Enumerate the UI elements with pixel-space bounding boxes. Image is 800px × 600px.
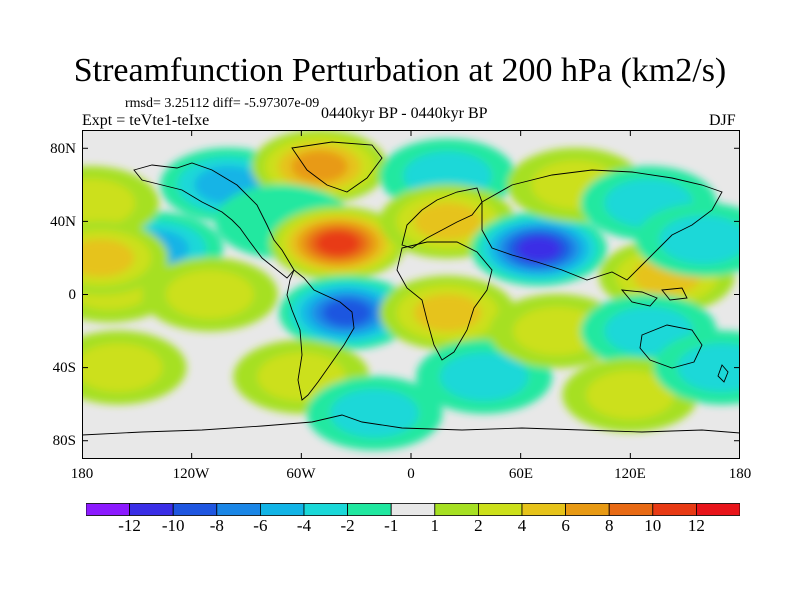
experiment-label: Expt = teVte1-teIxe (82, 112, 210, 129)
colorbar-swatch (434, 503, 479, 516)
field-contour-6-1 (165, 270, 254, 319)
field-contour-15-2 (413, 294, 482, 332)
stats-line: rmsd= 3.25112 diff= -5.97307e-09 (125, 96, 320, 111)
field-contour-17-5 (517, 236, 561, 262)
field-contour-22-1 (604, 306, 693, 356)
colorbar-swatch (521, 503, 566, 516)
field-contour-10-4 (322, 299, 372, 327)
colorbar-swatch (608, 503, 654, 516)
y-tick-label: 40N (50, 214, 76, 230)
field-contour-2-1 (82, 343, 163, 392)
coastline-maritime-continent (620, 287, 688, 307)
colorbar-label: 6 (561, 516, 570, 535)
colorbar-swatch (696, 503, 740, 516)
field-contour-16-1 (440, 352, 529, 401)
colorbar-swatch (347, 503, 392, 516)
x-tick-label: 180 (728, 466, 752, 482)
field-contour-12-1 (330, 389, 419, 438)
field-contour-4-2 (82, 239, 134, 277)
coastline-north-america (133, 162, 295, 279)
map-panel (82, 130, 740, 459)
field-contour-9-5 (316, 230, 360, 256)
coastline-africa (396, 241, 493, 361)
colorbar-swatch (390, 503, 436, 516)
colorbar-label: -1 (384, 516, 399, 535)
y-tick-label: 80S (52, 433, 76, 449)
streamfunction-map (82, 130, 740, 459)
colorbar-swatch (216, 503, 261, 516)
colorbar-swatch (259, 503, 305, 516)
colorbar-label: -4 (296, 516, 312, 535)
y-tick-label: 0 (68, 287, 77, 303)
field-contour-19-1 (513, 306, 602, 356)
colorbar-label: -6 (253, 516, 268, 535)
season-label: DJF (709, 112, 736, 129)
plot-title: Streamfunction Perturbation at 200 hPa (… (73, 52, 727, 89)
field-contour-24-1 (659, 215, 740, 264)
field-contour-23-1 (586, 370, 675, 420)
x-tick-label: 180 (70, 466, 94, 482)
colorbar-label: -8 (209, 516, 224, 535)
field-contour-3-1 (82, 178, 136, 228)
colorbar-swatch (652, 503, 697, 516)
colorbar-swatch (129, 503, 174, 516)
coastline-south-america (286, 269, 355, 401)
x-tick-label: 120E (614, 466, 646, 482)
colorbar-label: 4 (517, 516, 527, 535)
axis-ticks (82, 130, 740, 459)
field-contour-7-3 (291, 150, 348, 183)
coastline-australia (639, 324, 703, 369)
colorbar-label: -12 (118, 516, 141, 535)
colorbar-label: 1 (430, 516, 440, 535)
colorbar-label: 2 (474, 516, 483, 535)
colorbar-label: -10 (161, 516, 185, 535)
colorbar-swatch (86, 503, 130, 516)
y-tick-label: 40S (52, 360, 76, 376)
field-contour-14-2 (413, 202, 482, 241)
x-tick-label: 120W (172, 466, 210, 482)
colorbar-swatch (303, 503, 348, 516)
coastline-asia (481, 169, 723, 281)
colorbar-label: 8 (604, 516, 614, 535)
colorbar (86, 503, 740, 516)
coastline-outline (82, 141, 740, 436)
colorbar-label: -2 (340, 516, 355, 535)
colorbar-label: 12 (687, 516, 705, 535)
coastline-new-zealand (717, 364, 729, 383)
colorbar-swatch (172, 503, 218, 516)
field-contour-11-1 (257, 352, 346, 401)
x-tick-label: 60W (286, 466, 316, 482)
coastline-antarctica (82, 414, 740, 436)
x-tick-label: 0 (407, 466, 415, 482)
x-tick-label: 60E (508, 466, 534, 482)
colorbar-swatch (477, 503, 523, 516)
y-tick-label: 80N (50, 141, 76, 157)
colorbar-swatch (565, 503, 610, 516)
colorbar-label: 10 (644, 516, 662, 535)
coastline-greenland (291, 141, 383, 193)
period-label: 0440kyr BP - 0440kyr BP (321, 105, 488, 122)
